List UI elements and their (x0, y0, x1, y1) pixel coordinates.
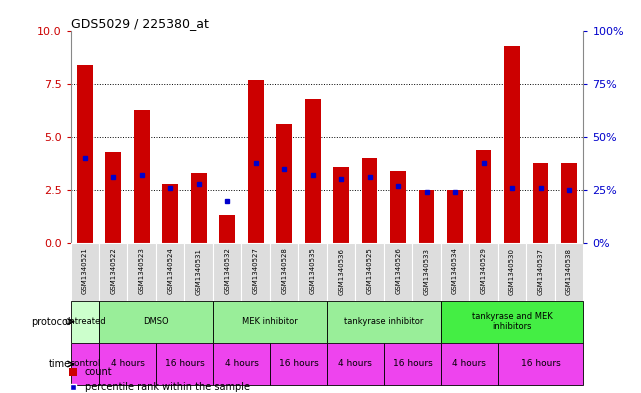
Bar (327, 243, 355, 301)
Bar (447, 190, 463, 243)
Bar (71, 343, 99, 385)
Bar (71, 243, 99, 301)
Bar (441, 343, 498, 385)
Text: GSM1340523: GSM1340523 (138, 248, 145, 294)
Text: 4 hours: 4 hours (453, 360, 487, 369)
Bar (99, 343, 156, 385)
Text: GDS5029 / 225380_at: GDS5029 / 225380_at (71, 17, 208, 30)
Bar (248, 80, 263, 243)
Bar (305, 99, 320, 243)
Bar (355, 243, 384, 301)
Bar (156, 343, 213, 385)
Text: GSM1340521: GSM1340521 (82, 248, 88, 294)
Bar (270, 343, 327, 385)
Text: GSM1340535: GSM1340535 (310, 248, 315, 294)
Text: 4 hours: 4 hours (338, 360, 372, 369)
Text: time: time (48, 359, 71, 369)
Bar (362, 158, 378, 243)
Bar (77, 65, 92, 243)
Legend: count, percentile rank within the sample: count, percentile rank within the sample (69, 367, 249, 392)
Text: tankyrase and MEK
inhibitors: tankyrase and MEK inhibitors (472, 312, 553, 331)
Bar (412, 243, 441, 301)
Bar (276, 125, 292, 243)
Bar (441, 301, 583, 343)
Bar (441, 243, 469, 301)
Bar (498, 243, 526, 301)
Bar (469, 243, 498, 301)
Text: untreated: untreated (64, 317, 106, 326)
Bar (213, 343, 270, 385)
Text: GSM1340532: GSM1340532 (224, 248, 230, 294)
Text: GSM1340522: GSM1340522 (110, 248, 116, 294)
Text: GSM1340526: GSM1340526 (395, 248, 401, 294)
Bar (99, 301, 213, 343)
Text: GSM1340537: GSM1340537 (538, 248, 544, 294)
Bar (219, 215, 235, 243)
Bar (99, 243, 128, 301)
Bar (333, 167, 349, 243)
Bar (71, 301, 99, 343)
Bar (213, 243, 242, 301)
Bar (384, 343, 441, 385)
Text: GSM1340536: GSM1340536 (338, 248, 344, 294)
Text: 16 hours: 16 hours (165, 360, 204, 369)
Bar (526, 243, 555, 301)
Bar (384, 243, 412, 301)
Bar (555, 243, 583, 301)
Text: GSM1340531: GSM1340531 (196, 248, 202, 294)
Bar (162, 184, 178, 243)
Text: GSM1340534: GSM1340534 (452, 248, 458, 294)
Bar (105, 152, 121, 243)
Bar (562, 163, 577, 243)
Text: protocol: protocol (31, 317, 71, 327)
Bar (299, 243, 327, 301)
Bar (185, 243, 213, 301)
Bar (327, 301, 441, 343)
Text: GSM1340530: GSM1340530 (509, 248, 515, 294)
Bar (498, 343, 583, 385)
Bar (390, 171, 406, 243)
Text: 4 hours: 4 hours (224, 360, 258, 369)
Text: GSM1340524: GSM1340524 (167, 248, 173, 294)
Text: GSM1340528: GSM1340528 (281, 248, 287, 294)
Bar (213, 301, 327, 343)
Bar (156, 243, 185, 301)
Text: 16 hours: 16 hours (520, 360, 560, 369)
Text: GSM1340529: GSM1340529 (481, 248, 487, 294)
Text: MEK inhibitor: MEK inhibitor (242, 317, 298, 326)
Text: GSM1340533: GSM1340533 (424, 248, 429, 294)
Bar (134, 110, 149, 243)
Bar (242, 243, 270, 301)
Bar (476, 150, 492, 243)
Text: GSM1340525: GSM1340525 (367, 248, 372, 294)
Text: tankyrase inhibitor: tankyrase inhibitor (344, 317, 424, 326)
Bar (504, 46, 520, 243)
Text: GSM1340527: GSM1340527 (253, 248, 259, 294)
Text: control: control (69, 360, 101, 369)
Bar (327, 343, 384, 385)
Text: 16 hours: 16 hours (392, 360, 432, 369)
Text: DMSO: DMSO (143, 317, 169, 326)
Bar (533, 163, 549, 243)
Text: 4 hours: 4 hours (110, 360, 144, 369)
Bar (419, 190, 435, 243)
Bar (270, 243, 299, 301)
Bar (191, 173, 206, 243)
Text: 16 hours: 16 hours (279, 360, 319, 369)
Bar (128, 243, 156, 301)
Text: GSM1340538: GSM1340538 (566, 248, 572, 294)
